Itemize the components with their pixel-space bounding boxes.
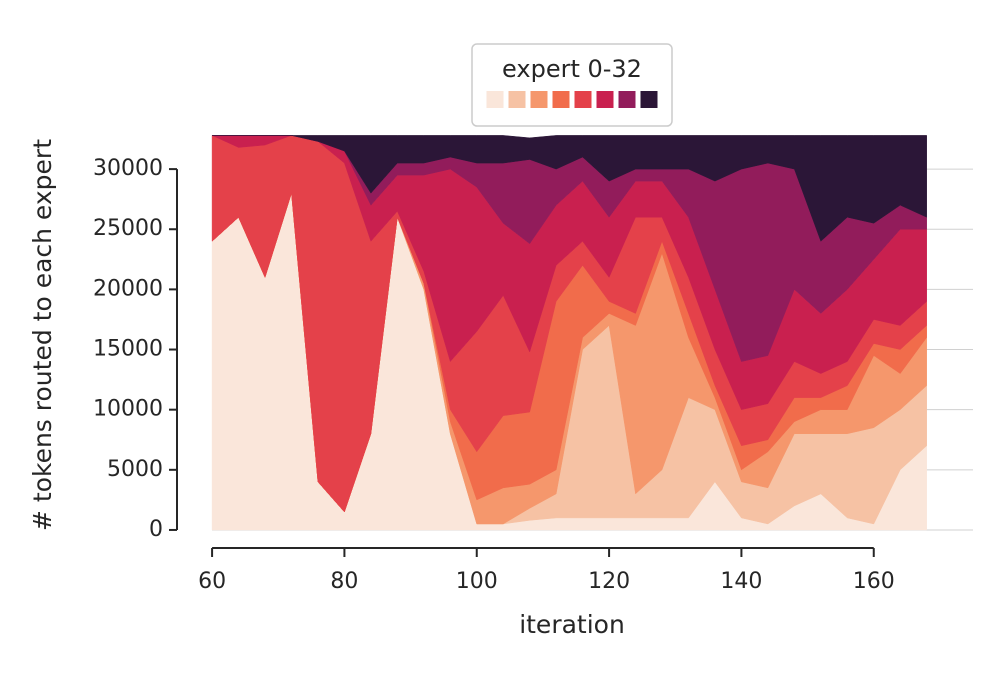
legend-swatch	[574, 91, 592, 108]
y-tick-label: 5000	[107, 457, 163, 482]
legend-swatch	[486, 91, 504, 108]
x-tick-label: 80	[330, 569, 358, 594]
x-axis-label: iteration	[519, 610, 625, 639]
y-axis-label: # tokens routed to each expert	[28, 139, 57, 531]
y-tick-label: 20000	[93, 276, 163, 301]
legend-swatch	[508, 91, 526, 108]
area	[212, 135, 927, 242]
areas	[211, 135, 927, 531]
y-tick-label: 25000	[93, 216, 163, 241]
legend-swatch	[552, 91, 570, 108]
y-tick-label: 30000	[93, 156, 163, 181]
legend-swatch	[640, 91, 658, 108]
legend: expert 0-32	[471, 43, 673, 127]
axes: 0 5000 10000 15000 20000 25000 30000 60 80 100 120…	[93, 156, 895, 594]
legend-swatch	[618, 91, 636, 108]
x-tick-label: 140	[720, 569, 762, 594]
x-tick-label: 160	[853, 569, 895, 594]
x-tick-label: 100	[456, 569, 498, 594]
legend-swatch	[596, 91, 614, 108]
x-tick-label: 60	[198, 569, 226, 594]
y-tick-label: 15000	[93, 337, 163, 362]
x-tick-label: 120	[588, 569, 630, 594]
legend-title: expert 0-32	[502, 55, 642, 83]
y-tick-label: 0	[149, 517, 163, 542]
legend-swatch	[530, 91, 548, 108]
y-tick-label: 10000	[93, 397, 163, 422]
